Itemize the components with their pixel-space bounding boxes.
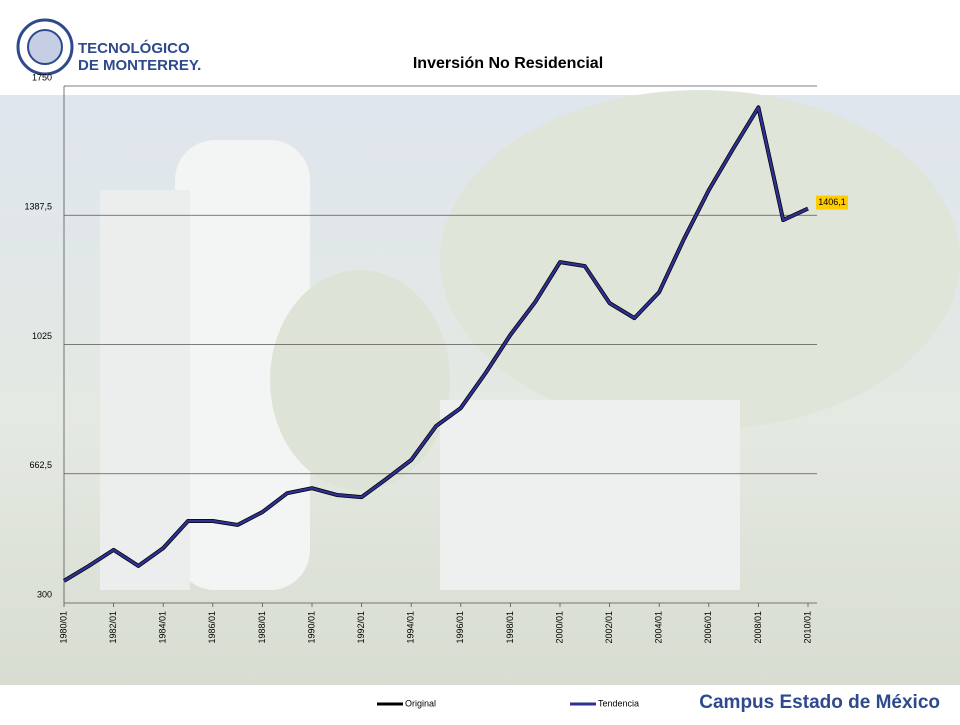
x-tick-label: 1994/01 (406, 611, 416, 644)
y-tick-label: 1025 (32, 331, 52, 341)
y-tick-label: 300 (37, 589, 52, 599)
x-tick-label: 2008/01 (753, 611, 763, 644)
x-tick-label: 1998/01 (505, 611, 515, 644)
x-tick-label: 2004/01 (654, 611, 664, 644)
x-tick-label: 1996/01 (455, 611, 465, 644)
x-tick-label: 2006/01 (703, 611, 713, 644)
logo-emblem (16, 18, 74, 76)
legend-label: Tendencia (598, 698, 639, 708)
photo-building (100, 190, 190, 590)
x-tick-label: 1986/01 (207, 611, 217, 644)
x-tick-label: 1990/01 (306, 611, 316, 644)
x-tick-label: 2002/01 (604, 611, 614, 644)
campus-name: Campus Estado de México (699, 692, 940, 713)
logo-text: TECNOLÓGICO (78, 39, 190, 57)
photo-tree (440, 90, 960, 430)
x-tick-label: 2000/01 (554, 611, 564, 644)
legend-label: Original (405, 698, 436, 708)
x-tick-label: 1988/01 (257, 611, 267, 644)
x-tick-label: 1980/01 (58, 611, 68, 644)
x-tick-label: 1982/01 (108, 611, 118, 644)
y-tick-label: 662,5 (29, 460, 52, 470)
logo (16, 18, 74, 76)
data-label: 1406,1 (818, 197, 846, 207)
series-line (63, 106, 809, 582)
x-tick-label: 2010/01 (802, 611, 812, 644)
chart-title: Inversión No Residencial (413, 55, 603, 72)
logo-text: DE MONTERREY. (78, 57, 201, 74)
x-tick-label: 1992/01 (356, 611, 366, 644)
footer-band (0, 685, 960, 720)
photo-tree (270, 270, 450, 490)
photo-building (440, 400, 740, 590)
y-tick-label: 1387,5 (24, 202, 52, 212)
data-label-box (816, 195, 848, 210)
logo-emblem (27, 29, 63, 65)
x-tick-label: 1984/01 (158, 611, 168, 644)
photo-building (175, 140, 310, 590)
y-tick-label: 1750 (32, 72, 52, 82)
